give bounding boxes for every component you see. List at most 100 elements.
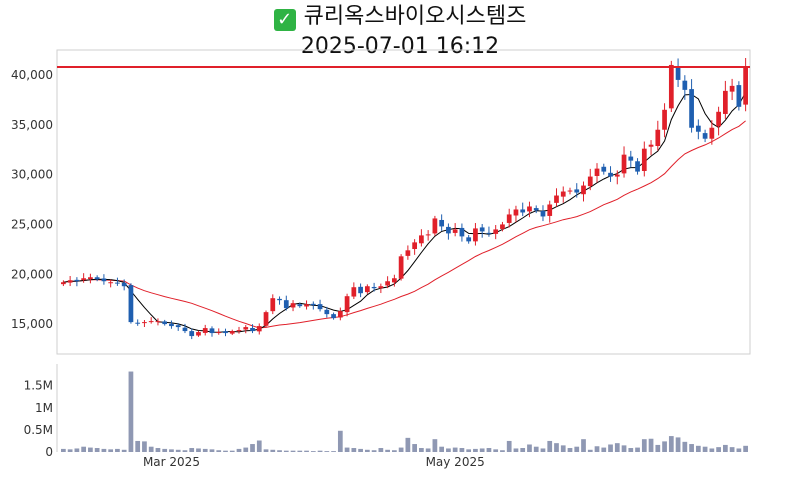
volume-bar: [236, 448, 242, 452]
volume-bar: [554, 443, 559, 452]
candle-body: [533, 208, 539, 211]
candle-body: [641, 148, 647, 171]
candle-body: [689, 89, 694, 128]
volume-bar: [621, 445, 627, 452]
candle-body: [425, 234, 431, 236]
y-tick-label: 15,000: [11, 317, 53, 331]
candle-body: [446, 226, 451, 234]
volume-bar: [175, 449, 181, 452]
candle-body: [175, 325, 181, 328]
volume-bar: [648, 438, 654, 452]
volume-bar: [304, 450, 309, 452]
candle-body: [695, 125, 701, 132]
candle-body: [135, 322, 141, 324]
volume-bar: [101, 448, 107, 452]
volume-bar: [331, 451, 336, 452]
volume-bar: [229, 450, 235, 452]
candle-body: [243, 327, 249, 330]
candle-body: [493, 229, 499, 234]
volume-bar: [297, 450, 303, 452]
volume-tick-label: 0.5M: [24, 423, 53, 437]
volume-bar: [121, 449, 127, 452]
candle-body: [277, 298, 282, 301]
candle-body: [412, 242, 417, 250]
candle-body: [297, 304, 303, 307]
candle-body: [108, 282, 114, 284]
volume-bar: [581, 439, 586, 452]
candle-body: [101, 278, 107, 282]
candle-body: [486, 232, 492, 234]
candle-body: [74, 279, 80, 282]
candle-body: [560, 191, 566, 197]
ma20-line: [63, 120, 746, 329]
volume-bar: [655, 444, 661, 452]
volume-bar: [439, 446, 445, 452]
candle-body: [94, 277, 100, 280]
candle-body: [67, 280, 73, 283]
volume-bar: [533, 446, 539, 452]
candle-body: [608, 172, 613, 177]
volume-bar: [473, 448, 478, 452]
volume-bar: [310, 451, 316, 452]
candle-body: [459, 227, 465, 237]
y-tick-label: 30,000: [11, 168, 53, 182]
volume-bar: [466, 449, 472, 452]
volume-bar: [635, 447, 640, 452]
x-tick-label: Mar 2025: [143, 455, 200, 469]
candle-body: [581, 185, 586, 195]
volume-bar: [601, 447, 607, 452]
volume-bar: [479, 448, 485, 452]
candle-body: [317, 304, 323, 310]
stock-name: 큐리옥스바이오시스템즈: [303, 4, 527, 29]
candle-body: [479, 227, 485, 232]
volume-bar: [412, 444, 417, 452]
candle-body: [385, 281, 390, 286]
candle-body: [155, 321, 161, 323]
volume-bar: [493, 449, 499, 452]
y-tick-label: 25,000: [11, 217, 53, 231]
candle-body: [614, 174, 620, 177]
candle-body: [540, 210, 546, 217]
candle-body: [513, 209, 519, 216]
volume-bar: [162, 448, 168, 452]
volume-bar: [500, 450, 505, 452]
volume-bar: [506, 440, 512, 452]
volume-bar: [155, 448, 161, 452]
candle-body: [189, 331, 195, 337]
volume-bar: [67, 449, 73, 452]
volume-bar: [662, 441, 667, 452]
title-line-name: ✓ 큐리옥스바이오시스템즈: [0, 2, 800, 32]
candle-body: [162, 321, 168, 325]
volume-bar: [88, 447, 93, 452]
volume-bar: [689, 444, 694, 452]
volume-bar: [574, 446, 580, 452]
candle-body: [398, 256, 404, 279]
volume-bar: [61, 448, 66, 452]
candle-body: [148, 321, 154, 323]
volume-bar: [324, 451, 330, 452]
volume-bar: [182, 450, 188, 452]
volume-bar: [148, 446, 154, 452]
candle-body: [310, 303, 316, 306]
volume-bar: [419, 448, 424, 452]
candle-body: [682, 80, 688, 90]
y-tick-label: 20,000: [11, 267, 53, 281]
candle-body: [655, 129, 661, 147]
volume-bar: [446, 448, 451, 452]
volume-bar: [702, 446, 708, 452]
candle-body: [452, 229, 458, 233]
volume-bar: [115, 448, 120, 452]
volume-bar: [81, 446, 87, 452]
volume-bar: [364, 449, 370, 452]
y-tick-label: 35,000: [11, 118, 53, 132]
volume-bar: [385, 449, 390, 452]
y-tick-label: 40,000: [11, 68, 53, 82]
candle-body: [250, 327, 255, 332]
candle-body: [61, 282, 66, 285]
candle-body: [358, 286, 363, 294]
candle-body: [202, 328, 208, 333]
candle-body: [635, 161, 640, 172]
volume-bar: [608, 444, 613, 452]
candle-body: [736, 85, 742, 107]
candle-body: [378, 286, 384, 289]
